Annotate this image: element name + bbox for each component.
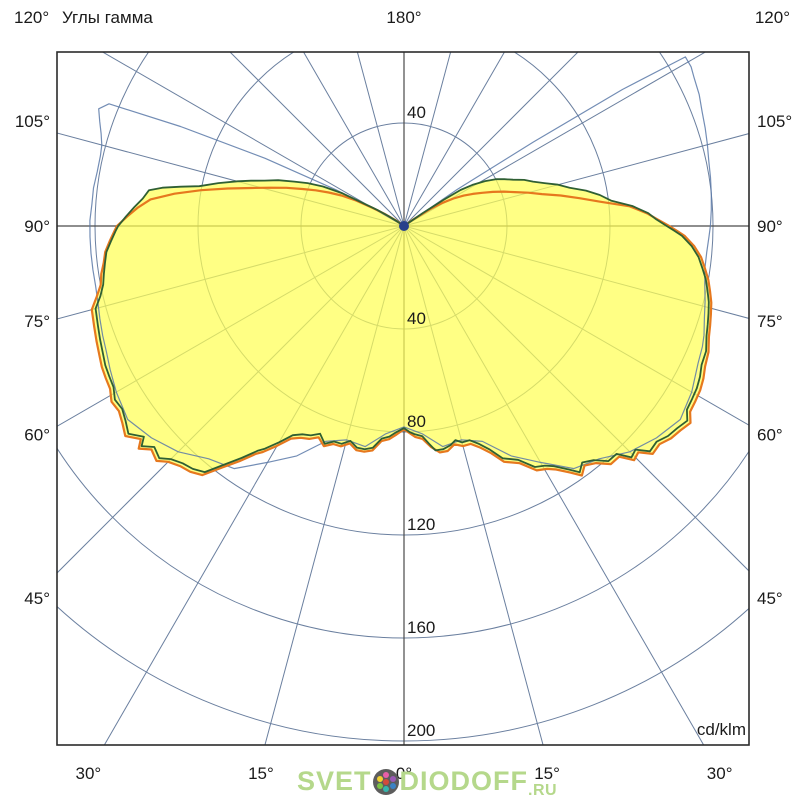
chart-title: Углы гамма [62, 8, 153, 27]
gamma-label-60-right: 60° [757, 425, 783, 444]
blue-curve [89, 56, 712, 470]
watermark-tld: .RU [528, 782, 558, 799]
svetodiodoff-logo-icon [372, 769, 399, 795]
radial-tick-label-160: 160 [407, 618, 435, 637]
gamma-spoke-225 [229, 52, 405, 227]
gamma-label-bottom--15: 15° [248, 764, 274, 783]
radial-tick-label-top-40: 40 [407, 103, 426, 122]
gamma-spoke-120 [403, 52, 707, 227]
gamma-label-bottom-15: 15° [534, 764, 560, 783]
radial-tick-label-40: 40 [407, 309, 426, 328]
gamma-label-105-left: 105° [15, 112, 50, 131]
watermark-text-left: SVET [297, 766, 372, 796]
center-dot [399, 221, 409, 231]
logo-dot [382, 779, 389, 785]
gamma-label-60-left: 60° [24, 425, 50, 444]
logo-dot [376, 776, 383, 782]
orange-curve [90, 186, 713, 477]
gamma-label-105-right: 105° [757, 112, 792, 131]
curves-layer [89, 56, 713, 477]
logo-dot [376, 783, 383, 789]
gamma-label-bottom-0: 0° [396, 764, 412, 783]
logo-dot [389, 776, 396, 782]
gamma-spoke-210 [302, 52, 405, 227]
gamma-label-bottom--30: 30° [75, 764, 101, 783]
gamma-label-45-right: 45° [757, 589, 783, 608]
gamma-label-bottom-30: 30° [707, 764, 733, 783]
gamma-spoke-165 [403, 52, 452, 227]
logo-dot [389, 783, 396, 789]
gamma-label-75-left: 75° [24, 312, 50, 331]
radial-tick-label-120: 120 [407, 515, 435, 534]
radial-tick-label-80: 80 [407, 412, 426, 431]
gamma-label-45-left: 45° [24, 589, 50, 608]
logo-dot [382, 786, 389, 792]
intensity-fill [91, 179, 712, 476]
gamma-label-180: 180° [386, 8, 422, 27]
gamma-label-120-left: 120° [14, 8, 50, 27]
svetodiodoff-watermark[interactable]: SVET DIODOFF .RU [297, 768, 557, 804]
gamma-label-120-right: 120° [754, 8, 790, 27]
gamma-spoke-150 [403, 52, 506, 227]
radial-unit-label: cd/klm [697, 720, 746, 739]
axis-labels: 40 40 80 120 160 200 105° 105° 90° 90° 75° 75° 60° 60… [15, 103, 792, 783]
gamma-label-75-right: 75° [757, 312, 783, 331]
green-curve [94, 178, 710, 474]
logo-dot [382, 772, 389, 778]
gamma-spoke-135 [403, 52, 579, 227]
gamma-spoke-195 [356, 52, 405, 227]
gamma-label-90-left: 90° [24, 217, 50, 236]
gamma-spoke-240 [101, 52, 405, 227]
gamma-label-90-right: 90° [757, 217, 783, 236]
watermark-text-right: DIODOFF [399, 766, 529, 796]
plot-border [56, 51, 750, 746]
radial-tick-label-200: 200 [407, 721, 435, 740]
